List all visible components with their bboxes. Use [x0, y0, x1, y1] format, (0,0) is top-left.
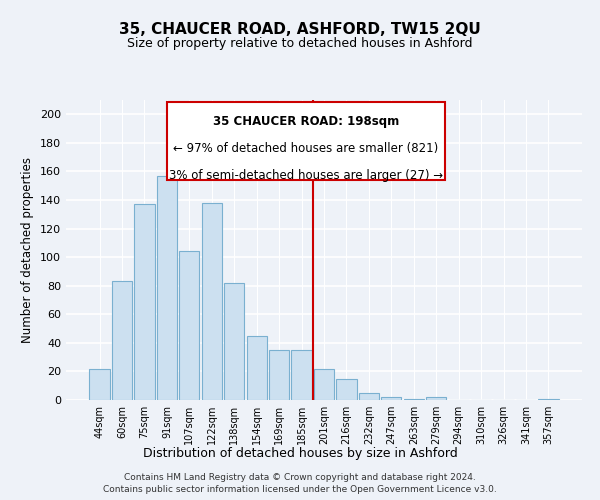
Bar — [538, 398, 559, 400]
Text: Size of property relative to detached houses in Ashford: Size of property relative to detached ho… — [127, 38, 473, 51]
Bar — [247, 336, 267, 400]
Text: Contains HM Land Registry data © Crown copyright and database right 2024.: Contains HM Land Registry data © Crown c… — [124, 472, 476, 482]
Bar — [179, 252, 199, 400]
Bar — [89, 368, 110, 400]
Bar — [381, 397, 401, 400]
Y-axis label: Number of detached properties: Number of detached properties — [22, 157, 34, 343]
Bar — [157, 176, 177, 400]
Text: ← 97% of detached houses are smaller (821): ← 97% of detached houses are smaller (82… — [173, 142, 439, 155]
Bar — [337, 378, 356, 400]
Text: 35, CHAUCER ROAD, ASHFORD, TW15 2QU: 35, CHAUCER ROAD, ASHFORD, TW15 2QU — [119, 22, 481, 38]
Bar — [314, 368, 334, 400]
Bar — [224, 283, 244, 400]
Bar — [359, 393, 379, 400]
Text: 3% of semi-detached houses are larger (27) →: 3% of semi-detached houses are larger (2… — [169, 169, 443, 182]
Text: Distribution of detached houses by size in Ashford: Distribution of detached houses by size … — [143, 448, 457, 460]
Bar — [292, 350, 311, 400]
Text: Contains public sector information licensed under the Open Government Licence v3: Contains public sector information licen… — [103, 485, 497, 494]
Bar — [404, 398, 424, 400]
Bar — [426, 397, 446, 400]
FancyBboxPatch shape — [167, 102, 445, 180]
Bar — [269, 350, 289, 400]
Bar — [112, 282, 132, 400]
Bar — [202, 203, 222, 400]
Text: 35 CHAUCER ROAD: 198sqm: 35 CHAUCER ROAD: 198sqm — [213, 115, 399, 128]
Bar — [134, 204, 155, 400]
